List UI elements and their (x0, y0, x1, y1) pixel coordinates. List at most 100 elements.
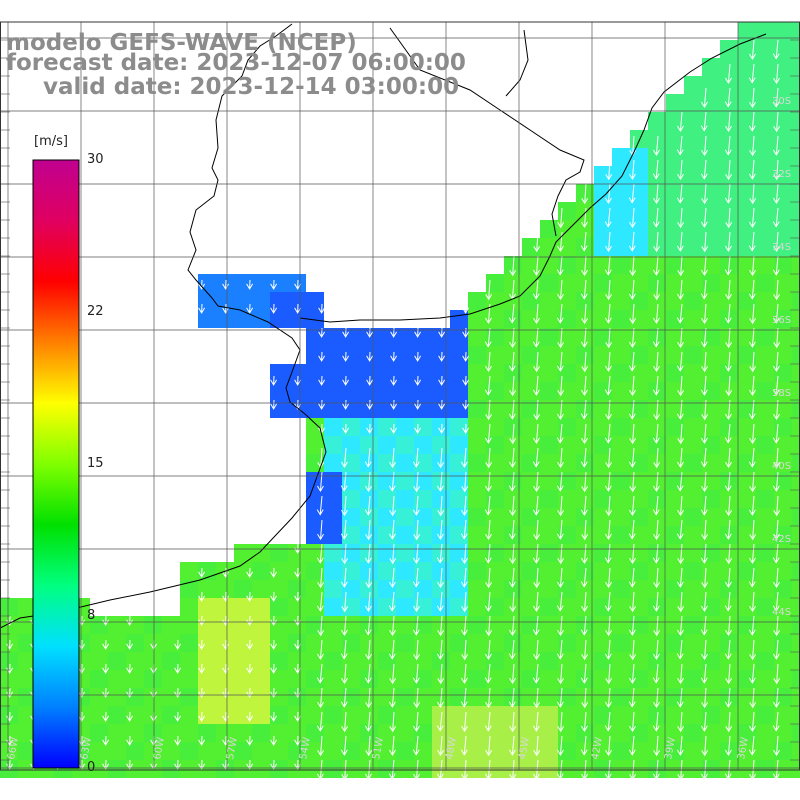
wind-cell (702, 472, 720, 490)
wind-arrow (724, 183, 732, 204)
wind-arrow (294, 543, 302, 554)
wind-cell (774, 274, 792, 292)
wind-cell (342, 328, 360, 346)
wind-arrow (557, 711, 565, 733)
wind-cell (756, 310, 774, 328)
wind-cell (666, 688, 684, 706)
wind-arrow (605, 615, 613, 637)
wind-cell (738, 742, 756, 760)
wind-cell (342, 418, 360, 436)
wind-arrow (412, 735, 420, 756)
wind-cell (558, 742, 576, 760)
wind-arrow (509, 255, 517, 277)
wind-arrow (365, 519, 373, 541)
wind-arrow (653, 303, 660, 324)
wind-cell (270, 724, 288, 742)
wind-arrow (532, 375, 540, 396)
wind-cell (216, 760, 234, 778)
wind-cell (648, 346, 666, 364)
forecast-date: forecast date: 2023-12-07 06:00:00 (6, 50, 466, 76)
wind-arrow (316, 495, 324, 516)
wind-cell (306, 364, 324, 382)
wind-arrow (677, 615, 684, 636)
wind-cell (450, 454, 468, 472)
wind-arrow (533, 735, 541, 757)
wind-arrow (604, 543, 612, 564)
wind-cell (486, 760, 504, 778)
wind-cell (0, 706, 18, 724)
wind-cell (720, 418, 738, 436)
wind-arrow (725, 279, 732, 301)
wind-cell (450, 364, 468, 382)
wind-cell (522, 472, 540, 490)
wind-cell (324, 526, 342, 544)
wind-cell (684, 544, 702, 562)
wind-cell (432, 400, 450, 418)
wind-arrow (700, 159, 708, 180)
wind-arrow (677, 111, 684, 132)
wind-cell (270, 310, 288, 328)
wind-cell (756, 382, 774, 400)
wind-arrow (653, 447, 661, 469)
wind-cell (756, 760, 774, 778)
wind-arrow (317, 735, 325, 757)
wind-cell (414, 418, 432, 436)
wind-cell (720, 706, 738, 724)
wind-arrow (340, 471, 348, 492)
wind-cell (594, 328, 612, 346)
wind-cell (792, 616, 800, 634)
wind-arrow (677, 591, 685, 613)
wind-cell (576, 418, 594, 436)
wind-cell (486, 328, 504, 346)
wind-arrow (270, 663, 278, 674)
wind-arrow (652, 711, 660, 732)
wind-cell (684, 652, 702, 670)
wind-cell (756, 490, 774, 508)
wind-arrow (773, 447, 781, 469)
wind-cell (738, 670, 756, 688)
wind-cell (666, 616, 684, 634)
wind-arrow (749, 87, 756, 109)
wind-cell (486, 382, 504, 400)
wind-cell (522, 562, 540, 580)
wind-arrow (701, 135, 708, 157)
wind-cell (558, 490, 576, 508)
wind-arrow (508, 639, 516, 660)
wind-arrow (773, 159, 781, 181)
wind-cell (486, 724, 504, 742)
wind-cell (774, 148, 792, 166)
wind-cell (468, 418, 486, 436)
wind-arrow (556, 591, 564, 612)
wind-arrow (340, 639, 348, 660)
wind-arrow (461, 543, 468, 565)
wind-arrow (509, 495, 516, 517)
wind-cell (468, 526, 486, 544)
wind-cell (594, 382, 612, 400)
wind-cell (0, 634, 18, 652)
wind-arrow (102, 663, 110, 674)
wind-arrow (412, 663, 420, 684)
wind-arrow (341, 615, 348, 636)
wind-arrow (628, 279, 636, 300)
wind-arrow (724, 591, 732, 612)
wind-cell (792, 706, 800, 724)
wind-cell (612, 454, 630, 472)
wind-arrow (629, 159, 636, 180)
wind-cell (504, 580, 522, 598)
wind-cell (486, 634, 504, 652)
wind-cell (720, 76, 738, 94)
wind-cell (342, 526, 360, 544)
wind-cell (180, 760, 198, 778)
wind-cell (612, 328, 630, 346)
wind-cell (396, 508, 414, 526)
wind-arrow (294, 423, 302, 434)
colorbar-tick: 30 (87, 152, 104, 167)
wind-cell (630, 184, 648, 202)
wind-cell (0, 616, 18, 634)
wind-cell (288, 616, 306, 634)
wind-cell (432, 418, 450, 436)
wind-cell (702, 598, 720, 616)
wind-arrow (270, 567, 278, 578)
wind-arrow (484, 327, 492, 348)
wind-cell (450, 580, 468, 598)
